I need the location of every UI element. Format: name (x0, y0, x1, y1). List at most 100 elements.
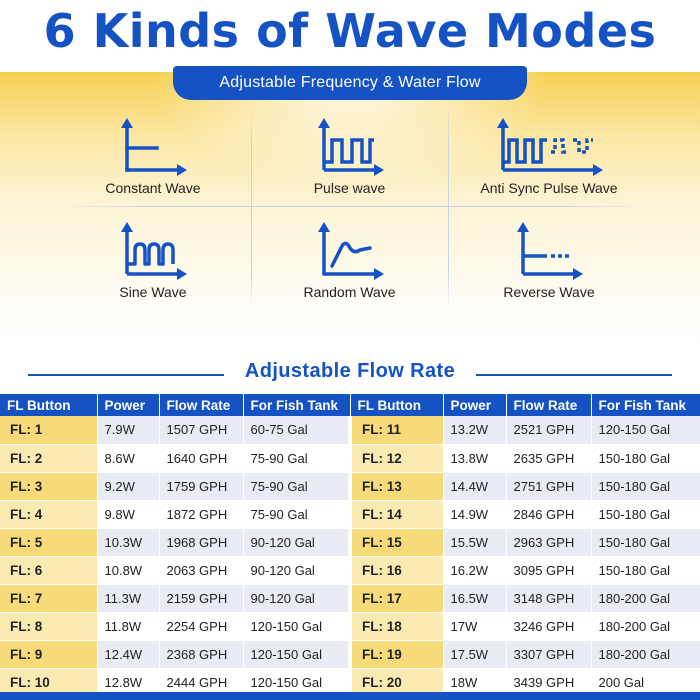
table-cell: 150-180 Gal (591, 556, 700, 585)
fl-button-cell: FL: 3 (0, 472, 98, 501)
table-cell: 13.8W (443, 444, 507, 473)
fl-button-cell: FL: 16 (350, 556, 444, 585)
header-rule-left (28, 374, 224, 376)
table-row: FL: 5 10.3W 1968 GPH 90-120 Gal FL: 15 15.5W 2… (0, 528, 700, 557)
fl-button-cell: FL: 2 (0, 444, 98, 473)
table-cell: 11.3W (97, 584, 160, 613)
table-cell: 60-75 Gal (243, 416, 352, 445)
table-cell: 17W (443, 612, 507, 641)
table-cell: 150-180 Gal (591, 500, 700, 529)
column-header: Power (443, 394, 507, 416)
table-cell: 10.8W (97, 556, 160, 585)
table-cell: 90-120 Gal (243, 584, 352, 613)
table-cell: 90-120 Gal (243, 556, 352, 585)
table-cell: 180-200 Gal (591, 612, 700, 641)
table-cell: 9.2W (97, 472, 160, 501)
table-cell: 150-180 Gal (591, 444, 700, 473)
table-cell: 2846 GPH (506, 500, 592, 529)
bottom-bar (0, 692, 700, 700)
table-cell: 3095 GPH (506, 556, 592, 585)
table-cell: 75-90 Gal (243, 444, 352, 473)
wave-mode-label: Anti Sync Pulse Wave (480, 180, 618, 196)
wave-modes-grid: Constant Wave Pulse wave (55, 102, 650, 312)
table-cell: 90-120 Gal (243, 528, 352, 557)
table-cell: 2063 GPH (159, 556, 244, 585)
wave-mode-label: Sine Wave (119, 284, 187, 300)
wave-mode-pulse: Pulse wave (251, 116, 448, 196)
fl-button-cell: FL: 13 (350, 472, 444, 501)
column-header: For Fish Tank (243, 394, 351, 416)
fl-button-cell: FL: 14 (350, 500, 444, 529)
table-cell: 2635 GPH (506, 444, 592, 473)
table-row: FL: 9 12.4W 2368 GPH 120-150 Gal FL: 19 17.5W… (0, 640, 700, 669)
table-cell: 12.8W (97, 668, 160, 697)
table-row: FL: 7 11.3W 2159 GPH 90-120 Gal FL: 17 16.5W 3… (0, 584, 700, 613)
table-row: FL: 10 12.8W 2444 GPH 120-150 Gal FL: 20 18W 3… (0, 668, 700, 697)
table-cell: 1968 GPH (159, 528, 244, 557)
table-cell: 1507 GPH (159, 416, 244, 445)
fl-button-cell: FL: 20 (350, 668, 444, 697)
table-cell: 14.4W (443, 472, 507, 501)
flow-rate-title: Adjustable Flow Rate (244, 360, 456, 382)
sine-wave-icon (121, 222, 187, 280)
wave-mode-sine: Sine Wave (55, 220, 251, 300)
fl-button-cell: FL: 12 (350, 444, 444, 473)
wave-mode-anti-sync-pulse: Anti Sync Pulse Wave (448, 116, 650, 196)
column-header: Power (97, 394, 160, 416)
table-cell: 11.8W (97, 612, 160, 641)
table-cell: 1759 GPH (159, 472, 244, 501)
table-cell: 2368 GPH (159, 640, 244, 669)
table-cell: 150-180 Gal (591, 472, 700, 501)
table-cell: 13.2W (443, 416, 507, 445)
table-cell: 150-180 Gal (591, 528, 700, 557)
table-cell: 18W (443, 668, 507, 697)
fl-button-cell: FL: 5 (0, 528, 98, 557)
table-cell: 12.4W (97, 640, 160, 669)
table-cell: 1640 GPH (159, 444, 244, 473)
table-header-row: FL Button Power Flow Rate For Fish Tank … (0, 394, 700, 416)
wave-mode-label: Reverse Wave (503, 284, 595, 300)
table-cell: 2254 GPH (159, 612, 244, 641)
page-title: 6 Kinds of Wave Modes (43, 4, 657, 58)
table-row: FL: 8 11.8W 2254 GPH 120-150 Gal FL: 18 17W 32… (0, 612, 700, 641)
flow-rate-table: FL Button Power Flow Rate For Fish Tank … (0, 394, 700, 697)
anti-sync-pulse-wave-icon (497, 118, 603, 176)
flow-rate-table-body: FL: 1 7.9W 1507 GPH 60-75 Gal FL: 11 13.2W 252… (0, 416, 700, 697)
table-cell: 2751 GPH (506, 472, 592, 501)
table-row: FL: 3 9.2W 1759 GPH 75-90 Gal FL: 13 14.4W 275… (0, 472, 700, 501)
table-cell: 120-150 Gal (243, 668, 352, 697)
table-cell: 17.5W (443, 640, 507, 669)
wave-mode-random: Random Wave (251, 220, 448, 300)
table-cell: 3307 GPH (506, 640, 592, 669)
table-cell: 2963 GPH (506, 528, 592, 557)
fl-button-cell: FL: 17 (350, 584, 444, 613)
fl-button-cell: FL: 18 (350, 612, 444, 641)
table-cell: 75-90 Gal (243, 500, 352, 529)
fl-button-cell: FL: 1 (0, 416, 98, 445)
table-cell: 8.6W (97, 444, 160, 473)
grid-divider (251, 102, 252, 312)
random-wave-icon (317, 222, 384, 280)
subtitle-banner: Adjustable Frequency & Water Flow (173, 66, 527, 100)
wave-mode-label: Pulse wave (313, 180, 386, 196)
column-header: Flow Rate (506, 394, 592, 416)
table-cell: 200 Gal (591, 668, 700, 697)
table-cell: 16.5W (443, 584, 507, 613)
column-header: FL Button (350, 394, 444, 416)
table-cell: 2444 GPH (159, 668, 244, 697)
table-row: FL: 1 7.9W 1507 GPH 60-75 Gal FL: 11 13.2W 252… (0, 416, 700, 445)
table-cell: 120-150 Gal (243, 612, 352, 641)
table-cell: 7.9W (97, 416, 160, 445)
grid-divider (448, 102, 449, 312)
table-row: FL: 2 8.6W 1640 GPH 75-90 Gal FL: 12 13.8W 263… (0, 444, 700, 473)
fl-button-cell: FL: 11 (350, 416, 444, 445)
wave-mode-label: Constant Wave (105, 180, 201, 196)
fl-button-cell: FL: 8 (0, 612, 98, 641)
table-cell: 120-150 Gal (243, 640, 352, 669)
wave-mode-reverse: Reverse Wave (448, 220, 650, 300)
pulse-wave-icon (317, 118, 384, 176)
table-cell: 75-90 Gal (243, 472, 352, 501)
table-cell: 3246 GPH (506, 612, 592, 641)
fl-button-cell: FL: 7 (0, 584, 98, 613)
flow-rate-header: Adjustable Flow Rate (0, 360, 700, 388)
